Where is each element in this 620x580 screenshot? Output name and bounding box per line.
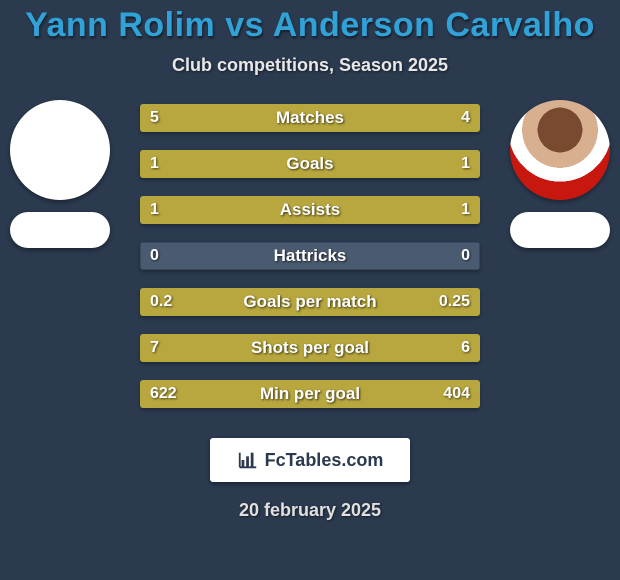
brand-text: FcTables.com xyxy=(265,450,384,471)
page-subtitle: Club competitions, Season 2025 xyxy=(0,55,620,76)
player-right-avatar xyxy=(510,100,610,200)
stats-bars: 54Matches 11Goals 11Assists 00Hattricks 0.20… xyxy=(140,100,480,408)
stat-label: Goals per match xyxy=(140,288,480,316)
stat-bar: 11Assists xyxy=(140,196,480,224)
page-title: Yann Rolim vs Anderson Carvalho xyxy=(0,6,620,45)
stat-label: Assists xyxy=(140,196,480,224)
chart-icon xyxy=(237,449,259,471)
stat-bar: 0.20.25Goals per match xyxy=(140,288,480,316)
stat-label: Shots per goal xyxy=(140,334,480,362)
player-left-team-badge xyxy=(10,212,110,248)
brand-badge[interactable]: FcTables.com xyxy=(210,438,410,482)
footer-date: 20 february 2025 xyxy=(0,500,620,521)
stat-label: Min per goal xyxy=(140,380,480,408)
stat-bar: 76Shots per goal xyxy=(140,334,480,362)
stat-bar: 11Goals xyxy=(140,150,480,178)
stat-bar: 54Matches xyxy=(140,104,480,132)
player-right-team-badge xyxy=(510,212,610,248)
player-left-avatar xyxy=(10,100,110,200)
stat-bar: 622404Min per goal xyxy=(140,380,480,408)
player-right-column xyxy=(510,100,610,248)
player-left-column xyxy=(10,100,110,248)
stat-bar: 00Hattricks xyxy=(140,242,480,270)
stat-label: Hattricks xyxy=(140,242,480,270)
stat-label: Matches xyxy=(140,104,480,132)
stat-label: Goals xyxy=(140,150,480,178)
